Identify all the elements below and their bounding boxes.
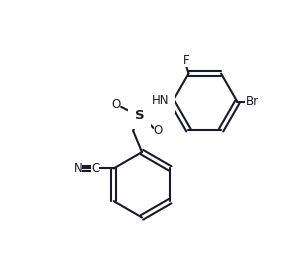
Text: O: O <box>111 98 120 111</box>
Text: Br: Br <box>245 96 259 108</box>
Text: N: N <box>74 162 83 175</box>
Text: F: F <box>183 54 189 67</box>
Text: S: S <box>135 109 144 122</box>
Text: C: C <box>91 162 100 175</box>
Text: O: O <box>154 124 163 137</box>
Text: HN: HN <box>152 94 170 107</box>
